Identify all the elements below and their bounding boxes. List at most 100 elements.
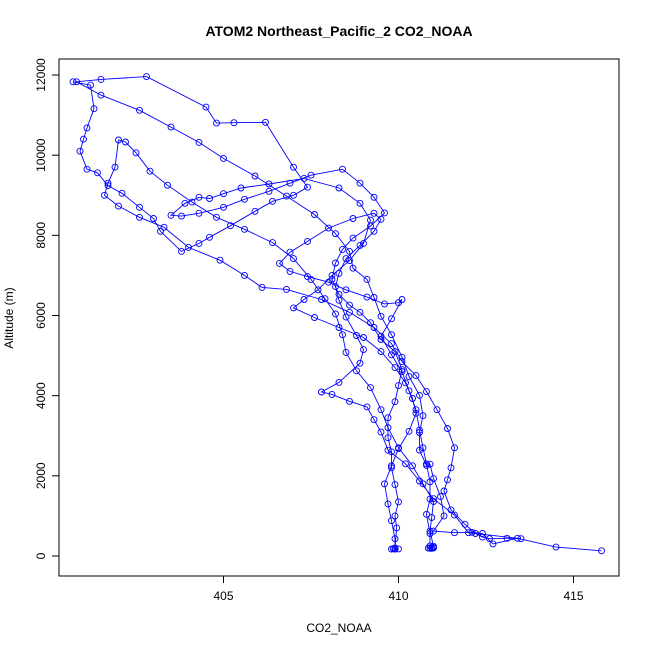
data-point (195, 138, 203, 146)
data-point (423, 460, 430, 468)
data-point (388, 464, 395, 472)
data-point (388, 315, 395, 323)
data-point (430, 498, 437, 505)
data-point (416, 426, 423, 434)
data-point (332, 283, 339, 291)
data-point (367, 216, 374, 224)
chart-title: ATOM2 Northeast_Pacific_2 CO2_NOAA (205, 23, 472, 39)
data-point (325, 224, 332, 232)
data-point (468, 528, 476, 536)
data-point (423, 510, 430, 518)
data-point (269, 197, 276, 205)
data-point (426, 495, 434, 503)
data-point (69, 78, 77, 86)
data-point (353, 367, 360, 375)
data-point (370, 193, 378, 201)
data-point (388, 517, 395, 525)
data-point (286, 248, 294, 256)
data-point (451, 529, 458, 537)
data-point (384, 414, 392, 422)
data-point (178, 212, 185, 220)
data-point (367, 384, 374, 392)
data-point (360, 346, 367, 354)
data-point (202, 103, 210, 111)
data-point (213, 213, 220, 221)
data-point (160, 223, 168, 231)
data-point (342, 313, 350, 321)
data-point (290, 163, 297, 171)
data-point (356, 199, 364, 207)
data-point (349, 234, 357, 242)
data-point (437, 493, 444, 501)
data-point (318, 296, 325, 303)
y-tick-label: 6000 (34, 302, 48, 329)
data-point (402, 379, 409, 387)
y-tick-label: 8000 (34, 222, 48, 249)
data-point (517, 535, 525, 543)
data-point (167, 123, 175, 131)
data-point (328, 271, 336, 279)
data-point (321, 295, 329, 303)
data-point (216, 256, 224, 264)
data-point (430, 527, 437, 535)
data-point (416, 477, 423, 485)
data-point (143, 73, 150, 81)
data-point (269, 239, 276, 247)
data-point (440, 512, 448, 520)
data-point (346, 397, 353, 405)
data-point (447, 464, 455, 472)
data-point (391, 481, 399, 489)
data-point (419, 412, 427, 420)
data-point (258, 283, 266, 291)
data-point (370, 209, 378, 217)
y-axis: 0 2000 4000 6000 8000 10000 12000 (34, 58, 60, 559)
data-point (251, 172, 259, 180)
data-point (395, 445, 402, 453)
data-point (195, 193, 203, 201)
data-point (346, 301, 353, 309)
data-point (384, 434, 392, 442)
data-point (290, 191, 297, 199)
data-point (241, 195, 248, 203)
data-point (451, 444, 458, 452)
data-point (391, 364, 399, 372)
data-point (335, 290, 343, 298)
data-point (339, 165, 346, 173)
data-point (283, 192, 290, 200)
data-point (220, 190, 227, 198)
data-point (472, 530, 479, 537)
plot-area (69, 73, 605, 555)
y-tick-label: 12000 (34, 58, 48, 92)
data-point (101, 191, 108, 199)
data-point (388, 331, 395, 339)
data-point (237, 184, 245, 192)
data-point (346, 257, 353, 265)
data-point (97, 75, 105, 83)
data-point (346, 247, 353, 255)
data-point (395, 545, 402, 553)
data-point (377, 428, 385, 436)
data-point (164, 181, 171, 189)
data-point (241, 225, 248, 233)
data-point (339, 245, 346, 253)
data-point (428, 514, 436, 521)
data-point (94, 169, 101, 177)
data-point (146, 167, 154, 175)
data-point (409, 462, 416, 470)
data-point (402, 460, 409, 468)
data-point (479, 533, 486, 541)
data-point (426, 527, 434, 535)
data-point (188, 198, 196, 206)
data-point (416, 391, 423, 399)
data-point (395, 498, 402, 506)
data-point (405, 387, 413, 395)
x-axis-label: CO2_NOAA (306, 621, 371, 635)
data-point (381, 300, 388, 308)
data-point (136, 203, 143, 211)
data-point (409, 395, 416, 402)
data-point (486, 535, 493, 543)
data-point (157, 227, 164, 235)
data-point (241, 271, 248, 279)
data-point (356, 308, 364, 316)
data-point (342, 348, 350, 356)
